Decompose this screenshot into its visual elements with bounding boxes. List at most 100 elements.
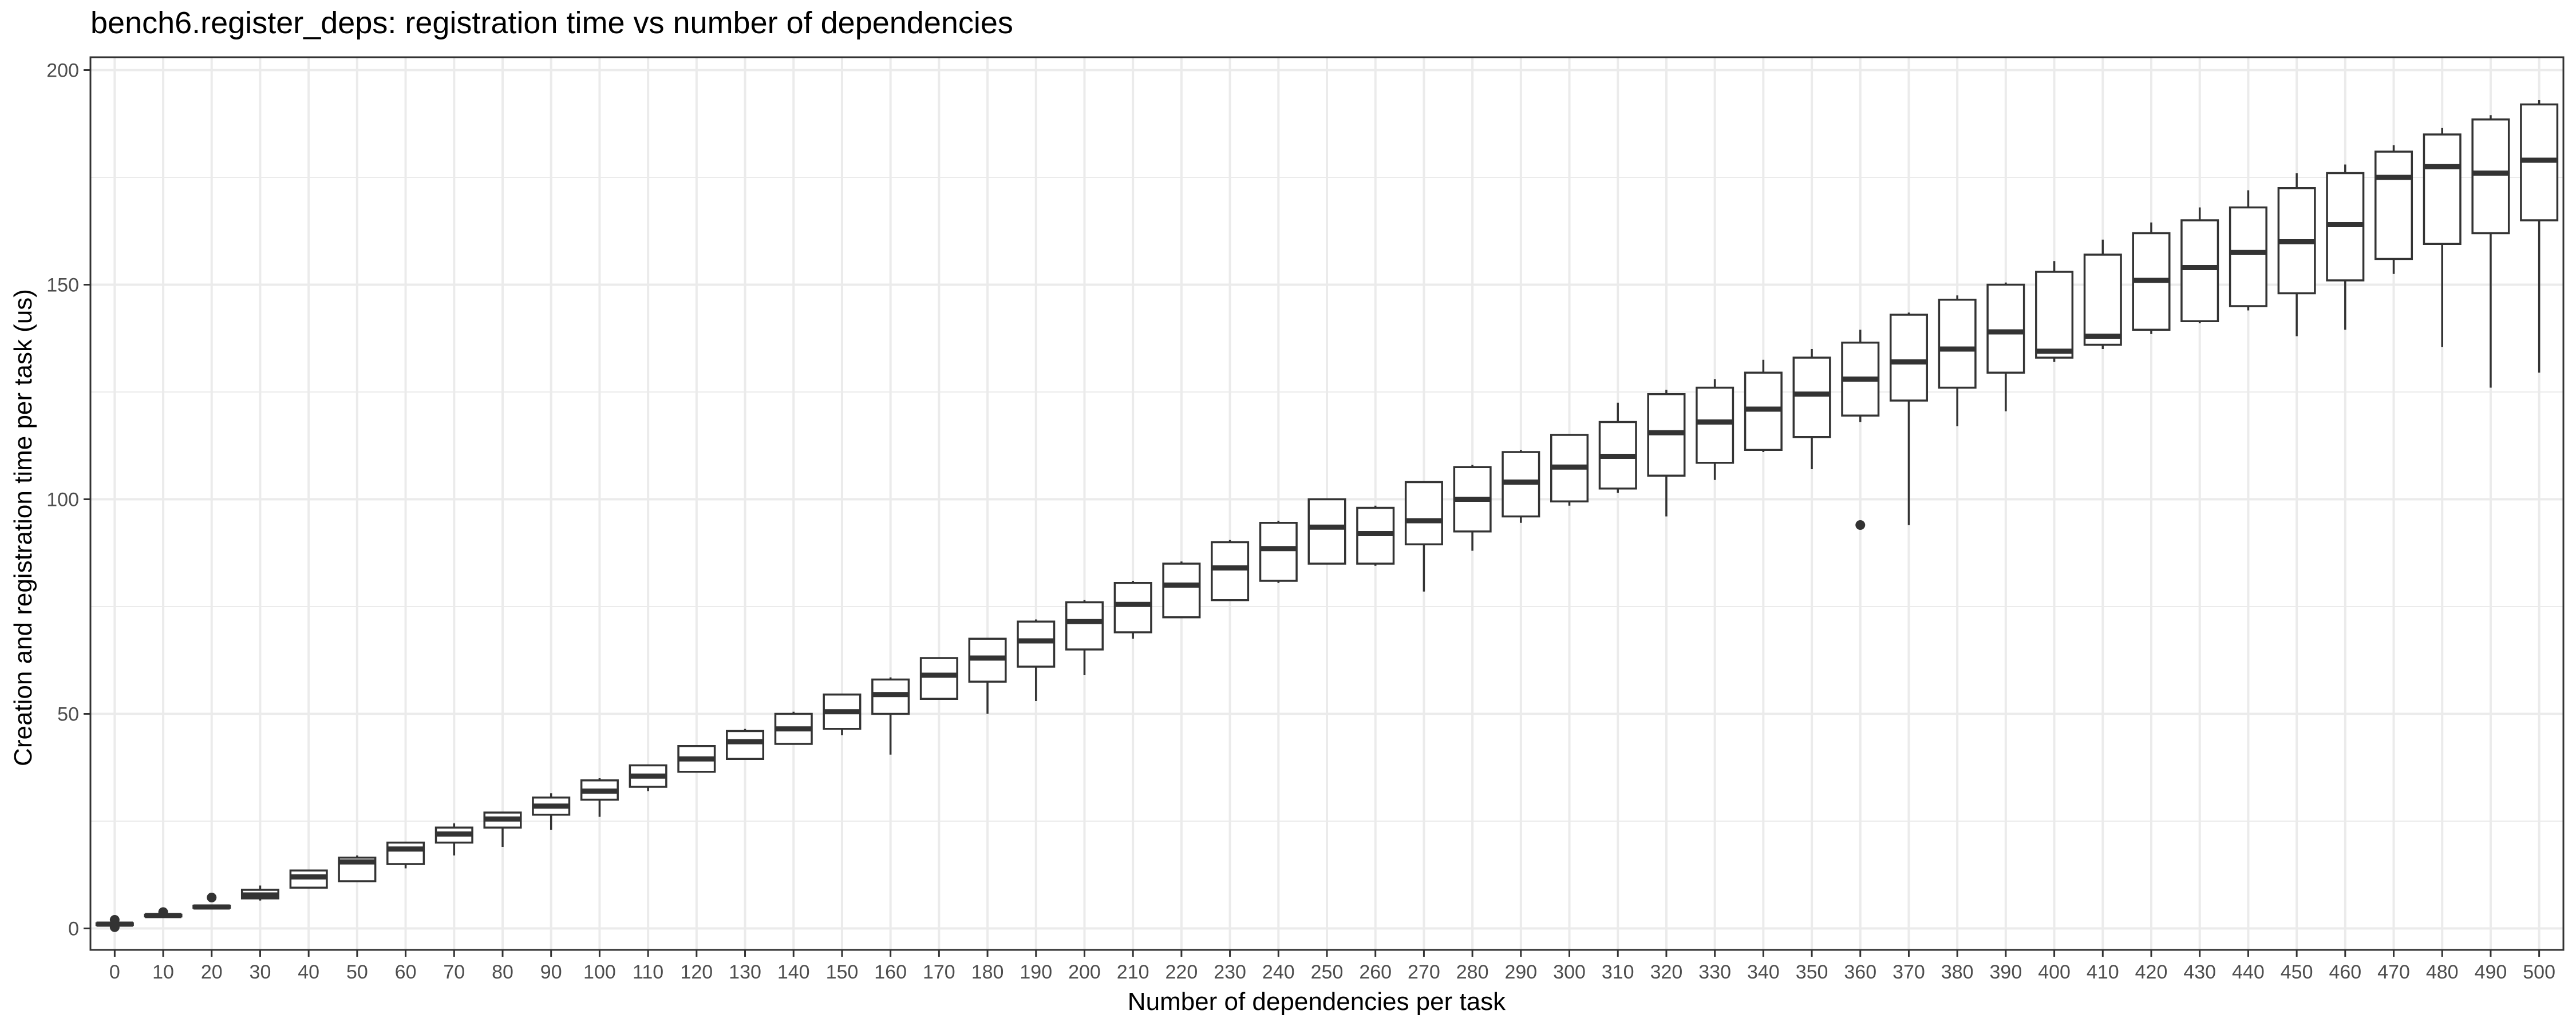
box-iqr xyxy=(1065,601,1104,651)
box-iqr xyxy=(1113,582,1152,633)
y-axis-title: Creation and registration time per task … xyxy=(9,289,37,766)
box-iqr xyxy=(2035,271,2074,359)
box-150 xyxy=(823,694,862,735)
box-iqr xyxy=(1986,283,2025,374)
box-iqr xyxy=(2180,219,2219,322)
outlier-point xyxy=(158,907,168,917)
x-tick-label: 90 xyxy=(540,961,562,983)
box-230 xyxy=(1211,540,1250,601)
box-440 xyxy=(2229,190,2267,311)
box-iqr xyxy=(2229,206,2267,307)
box-iqr xyxy=(1792,356,1831,438)
chart-title: bench6.register_deps: registration time … xyxy=(90,6,1013,40)
box-240 xyxy=(1259,521,1298,583)
grid-lines xyxy=(90,57,2563,950)
box-480 xyxy=(2423,128,2462,347)
x-tick-label: 300 xyxy=(1553,961,1586,983)
x-tick-label: 310 xyxy=(1602,961,1634,983)
box-310 xyxy=(1598,402,1637,493)
x-tick-label: 170 xyxy=(923,961,955,983)
box-320 xyxy=(1647,390,1686,517)
x-tick-label: 450 xyxy=(2281,961,2313,983)
box-iqr xyxy=(726,730,765,760)
box-iqr xyxy=(2083,253,2122,346)
box-400 xyxy=(2035,261,2074,362)
box-190 xyxy=(1017,619,1056,701)
box-iqr xyxy=(1017,620,1056,668)
x-tick-label: 100 xyxy=(583,961,616,983)
x-tick-label: 440 xyxy=(2232,961,2265,983)
box-100 xyxy=(580,778,619,817)
x-tick-label: 40 xyxy=(298,961,319,983)
x-tick-label: 250 xyxy=(1311,961,1344,983)
x-tick-label: 50 xyxy=(346,961,368,983)
x-tick-label: 470 xyxy=(2377,961,2410,983)
x-tick-label: 130 xyxy=(729,961,761,983)
x-tick-label: 340 xyxy=(1747,961,1780,983)
y-tick-label: 0 xyxy=(68,918,79,940)
box-450 xyxy=(2277,173,2316,336)
box-370 xyxy=(1889,312,1928,525)
boxes-layer xyxy=(95,100,2559,932)
box-70 xyxy=(434,823,473,855)
y-tick-label: 150 xyxy=(46,275,79,296)
box-290 xyxy=(1502,450,1540,523)
x-tick-label: 20 xyxy=(201,961,223,983)
box-350 xyxy=(1792,349,1831,469)
outlier-point xyxy=(207,893,217,902)
y-tick-label: 200 xyxy=(46,60,79,82)
box-iqr xyxy=(2423,133,2462,245)
box-330 xyxy=(1696,379,1735,480)
axes-layer: 0 50 100 150 200 0 10 20 30 40 50 60 70 80 90 100 110 120… xyxy=(46,60,2555,984)
x-tick-label: 290 xyxy=(1504,961,1537,983)
x-tick-label: 70 xyxy=(443,961,465,983)
box-140 xyxy=(774,711,813,745)
box-470 xyxy=(2374,145,2413,274)
box-iqr xyxy=(1696,386,1735,464)
box-iqr xyxy=(1259,522,1298,582)
box-340 xyxy=(1744,359,1783,452)
y-tick-label: 100 xyxy=(46,489,79,511)
x-tick-label: 350 xyxy=(1796,961,1828,983)
x-tick-label: 320 xyxy=(1650,961,1683,983)
x-tick-label: 230 xyxy=(1214,961,1246,983)
x-tick-label: 80 xyxy=(492,961,513,983)
box-360 xyxy=(1841,330,1880,530)
box-160 xyxy=(871,677,910,755)
x-tick-label: 500 xyxy=(2523,961,2555,983)
x-tick-label: 280 xyxy=(1456,961,1489,983)
box-460 xyxy=(2326,164,2365,330)
box-200 xyxy=(1065,600,1104,675)
box-180 xyxy=(968,637,1007,714)
x-tick-label: 180 xyxy=(971,961,1004,983)
box-30 xyxy=(240,885,279,901)
box-500 xyxy=(2520,100,2559,373)
x-tick-label: 140 xyxy=(777,961,810,983)
x-tick-label: 0 xyxy=(109,961,120,983)
box-iqr xyxy=(1889,314,1928,402)
x-tick-label: 370 xyxy=(1893,961,1925,983)
x-tick-label: 240 xyxy=(1262,961,1295,983)
x-tick-label: 400 xyxy=(2038,961,2071,983)
x-tick-label: 10 xyxy=(152,961,174,983)
x-tick-label: 220 xyxy=(1165,961,1198,983)
box-iqr xyxy=(919,657,958,700)
x-tick-label: 430 xyxy=(2183,961,2216,983)
x-tick-label: 460 xyxy=(2329,961,2361,983)
box-iqr xyxy=(2374,150,2413,260)
box-20 xyxy=(192,893,231,910)
x-axis-title: Number of dependencies per task xyxy=(1128,988,1506,1016)
x-tick-label: 260 xyxy=(1359,961,1392,983)
x-tick-label: 160 xyxy=(874,961,907,983)
box-0 xyxy=(95,915,134,932)
box-iqr xyxy=(1211,541,1250,601)
box-220 xyxy=(1162,561,1201,619)
box-170 xyxy=(919,657,958,700)
box-110 xyxy=(629,764,667,791)
x-tick-label: 390 xyxy=(1990,961,2022,983)
box-iqr xyxy=(1938,299,1977,389)
box-60 xyxy=(386,841,425,869)
x-tick-label: 150 xyxy=(826,961,859,983)
x-tick-label: 380 xyxy=(1941,961,1974,983)
